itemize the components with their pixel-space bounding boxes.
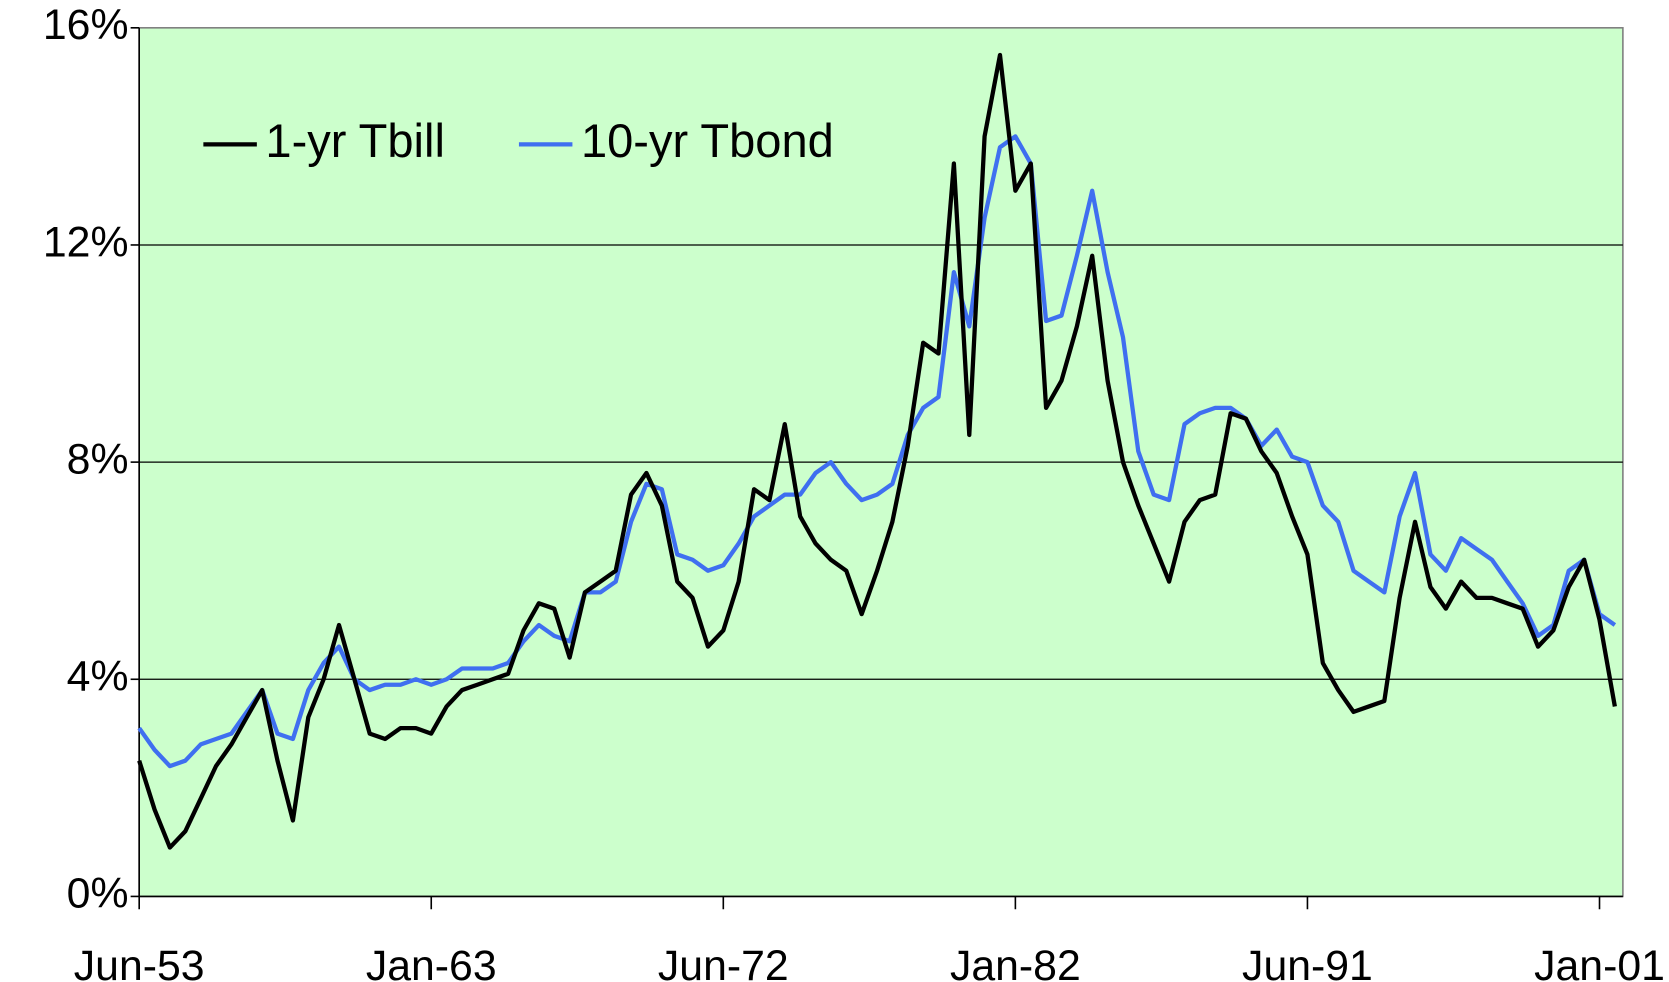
y-tick-label: 0% — [67, 870, 129, 918]
y-tick-label: 8% — [67, 435, 129, 483]
series-line — [137, 52, 1617, 850]
x-tick-label: Jun-53 — [74, 942, 205, 982]
legend-label: 10-yr Tbond — [581, 114, 834, 167]
x-tick-label: Jun-91 — [1242, 942, 1373, 982]
legend-label: 1-yr Tbill — [265, 114, 445, 167]
x-tick-label: Jan-82 — [950, 942, 1081, 982]
y-tick-label: 12% — [43, 218, 129, 266]
series-line — [137, 134, 1617, 769]
y-tick-label: 4% — [67, 653, 129, 701]
y-tick-label: 16% — [43, 1, 129, 49]
x-tick-label: Jan-63 — [366, 942, 497, 982]
x-tick-label: Jan-01 — [1534, 942, 1665, 982]
x-tick-label: Jun-72 — [658, 942, 789, 982]
